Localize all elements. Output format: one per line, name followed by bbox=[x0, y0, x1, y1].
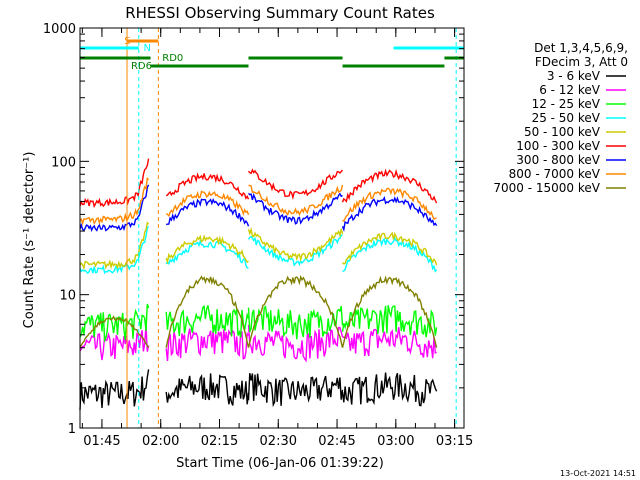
series-line-100-300-kev-segment-4 bbox=[341, 168, 438, 204]
series-line-50-100-kev-segment-2 bbox=[165, 234, 249, 265]
series-line-800-7000-kev-segment-1 bbox=[79, 176, 150, 226]
plot-area: S N RD6 RD0 1 10 100 1000 01:45 02:00 02:15 02:30 02… bbox=[43, 22, 473, 449]
series-line-3-6-kev-segment-1 bbox=[79, 369, 150, 411]
legend-header-line-1: Det 1,3,4,5,6,9, bbox=[534, 41, 628, 55]
x-tick-label-03:15: 03:15 bbox=[436, 434, 473, 449]
state-label-rd6: RD6 bbox=[131, 61, 152, 72]
x-tick-label-02:00: 02:00 bbox=[142, 434, 179, 449]
series-line-300-800-kev-segment-1 bbox=[79, 184, 150, 233]
series-line-25-50-kev-segment-1 bbox=[79, 225, 150, 275]
series-line-3-6-kev-segment-3 bbox=[247, 372, 344, 408]
y-axis-label: Count Rate (s⁻¹ detector⁻¹) bbox=[22, 152, 37, 329]
series-line-300-800-kev-segment-2 bbox=[165, 197, 250, 227]
series-line-12-25-kev-segment-4 bbox=[341, 305, 438, 338]
series-line-12-25-kev-segment-2 bbox=[165, 304, 250, 338]
series-line-7000-15000-kev-segment-1 bbox=[79, 315, 150, 349]
chart-title: RHESSI Observing Summary Count Rates bbox=[125, 4, 435, 22]
plot-frame bbox=[79, 27, 465, 429]
series-line-12-25-kev-segment-1 bbox=[79, 303, 150, 343]
x-tick-label-03:00: 03:00 bbox=[377, 434, 414, 449]
series-line-3-6-kev-segment-2 bbox=[165, 373, 250, 406]
series-line-50-100-kev-segment-1 bbox=[79, 221, 150, 271]
legend-label-1: 3 - 6 keV bbox=[547, 69, 601, 83]
series-line-800-7000-kev-segment-2 bbox=[165, 190, 250, 217]
x-tick-label-02:15: 02:15 bbox=[201, 434, 238, 449]
x-tick-label-02:45: 02:45 bbox=[318, 434, 355, 449]
y-tick-label-10: 10 bbox=[59, 289, 76, 304]
series-line-3-6-kev-segment-4 bbox=[341, 372, 438, 407]
generation-timestamp: 13-Oct-2021 14:51 bbox=[560, 469, 636, 478]
series-line-800-7000-kev-segment-4 bbox=[342, 187, 437, 222]
x-tick-label-02:30: 02:30 bbox=[260, 434, 297, 449]
series-line-300-800-kev-segment-3 bbox=[247, 192, 343, 225]
y-tick-label-100: 100 bbox=[51, 155, 76, 170]
legend-label-8: 800 - 7000 keV bbox=[509, 167, 601, 181]
series-line-6-12-kev-segment-1 bbox=[79, 325, 150, 361]
legend-label-7: 300 - 800 keV bbox=[516, 153, 600, 167]
series-line-100-300-kev-segment-3 bbox=[247, 168, 344, 201]
series-line-6-12-kev-segment-2 bbox=[165, 328, 250, 361]
series-line-7000-15000-kev-segment-3 bbox=[247, 274, 344, 348]
series-line-12-25-kev-segment-3 bbox=[247, 305, 344, 340]
legend-label-3: 12 - 25 keV bbox=[532, 97, 601, 111]
legend-label-2: 6 - 12 keV bbox=[539, 83, 601, 97]
series-line-800-7000-kev-segment-3 bbox=[248, 184, 344, 217]
series-line-100-300-kev-segment-1 bbox=[79, 158, 150, 209]
legend-header-line-2: FDecim 3, Att 0 bbox=[535, 55, 628, 69]
legend-label-9: 7000 - 15000 keV bbox=[493, 181, 600, 195]
x-axis-label: Start Time (06-Jan-06 01:39:22) bbox=[176, 456, 384, 471]
series-line-7000-15000-kev-segment-2 bbox=[165, 275, 250, 348]
legend-label-5: 50 - 100 keV bbox=[524, 125, 601, 139]
series-line-25-50-kev-segment-4 bbox=[342, 236, 438, 273]
y-tick-label-1: 1 bbox=[68, 422, 76, 437]
series-line-100-300-kev-segment-2 bbox=[165, 172, 250, 200]
state-label-s: S bbox=[124, 36, 130, 47]
series-line-7000-15000-kev-segment-4 bbox=[341, 275, 438, 348]
x-tick-label-01:45: 01:45 bbox=[83, 434, 120, 449]
series-line-6-12-kev-segment-4 bbox=[342, 327, 437, 359]
y-tick-label-1000: 1000 bbox=[43, 22, 76, 37]
series-line-25-50-kev-segment-2 bbox=[165, 239, 249, 269]
legend-label-6: 100 - 300 keV bbox=[516, 139, 600, 153]
series-line-50-100-kev-segment-4 bbox=[342, 231, 438, 266]
legend-label-4: 25 - 50 keV bbox=[532, 111, 601, 125]
series-line-300-800-kev-segment-4 bbox=[341, 196, 438, 233]
state-label-n: N bbox=[143, 43, 150, 54]
series-line-25-50-kev-segment-3 bbox=[247, 234, 343, 267]
series-line-50-100-kev-segment-3 bbox=[247, 226, 344, 263]
state-label-rd0: RD0 bbox=[162, 53, 183, 64]
